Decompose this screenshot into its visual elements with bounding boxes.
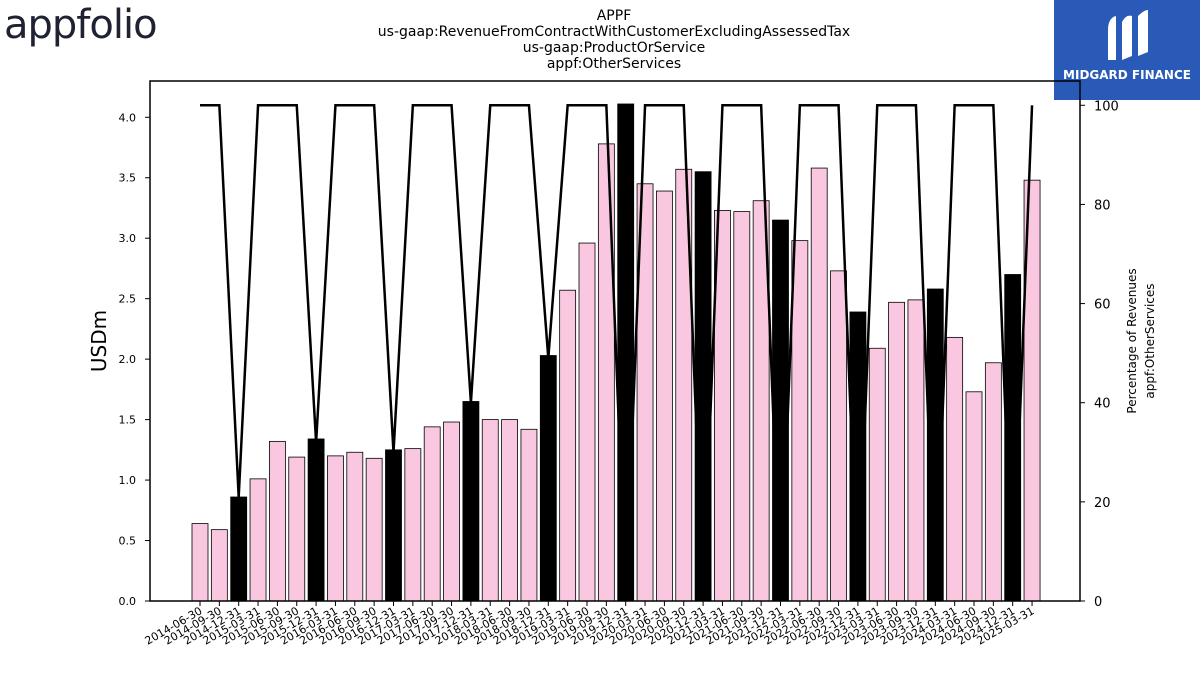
- bar-2014-06-30: [191, 523, 209, 602]
- bar-2016-03-31: [327, 455, 344, 602]
- bar-2014-09-30: [210, 529, 228, 602]
- bar-2018-12-31: [539, 355, 557, 602]
- y2-tick-label: 100: [1094, 99, 1119, 114]
- bar-2019-12-31: [617, 103, 635, 602]
- bar-2016-06-30: [346, 451, 364, 602]
- bar-group: [191, 103, 1041, 602]
- bar-2019-03-31: [559, 289, 577, 602]
- right-axis: 0 20 40 60 80 100: [1080, 99, 1119, 610]
- y2-tick-label: 20: [1094, 496, 1111, 511]
- y-tick-label: 3.5: [119, 172, 137, 185]
- y-tick-label: 1.5: [119, 414, 137, 427]
- x-axis: 2014-06-302014-09-302014-12-312015-03-31…: [143, 601, 1037, 648]
- bar-2024-06-30: [965, 391, 983, 602]
- bar-2018-06-30: [501, 419, 519, 602]
- bar-2022-03-31: [791, 240, 809, 602]
- left-axis: 0.0 0.5 1.0 1.5 2.0 2.5 3.0 3.5 4.0: [119, 111, 150, 608]
- bar-2015-03-31: [249, 478, 267, 602]
- bar-2016-09-30: [365, 457, 383, 602]
- bar-2015-06-30: [268, 440, 286, 602]
- y2-axis-label-line-1: Percentage of Revenues: [1125, 268, 1139, 413]
- y-tick-label: 0.0: [119, 595, 137, 608]
- bar-2018-09-30: [520, 428, 538, 602]
- y2-axis-label-line-2: appf:OtherServices: [1143, 283, 1157, 398]
- bar-2024-03-31: [946, 336, 964, 602]
- bar-2017-03-31: [404, 448, 422, 602]
- y-tick-label: 4.0: [119, 111, 137, 124]
- y-tick-label: 2.0: [119, 353, 137, 366]
- bar-2023-06-30: [888, 301, 905, 602]
- bar-2014-12-31: [230, 496, 248, 602]
- midgard-finance-wordmark: MIDGARD FINANCE: [1063, 68, 1191, 82]
- y2-tick-label: 0: [1094, 595, 1102, 610]
- bar-2017-12-31: [462, 401, 480, 602]
- y2-tick-label: 60: [1094, 298, 1111, 313]
- appfolio-logo: appfolio: [4, 2, 158, 48]
- percentage-line: [200, 104, 1034, 602]
- y-tick-label: 2.5: [119, 293, 137, 306]
- y-tick-label: 0.5: [119, 535, 137, 548]
- title-line-4: appf:OtherServices: [546, 56, 682, 72]
- y-tick-label: 1.0: [119, 474, 137, 487]
- bar-2021-12-31: [772, 219, 789, 602]
- bar-2019-06-30: [578, 242, 596, 602]
- bar-2016-12-31: [385, 449, 402, 602]
- bar-2015-12-31: [307, 438, 325, 602]
- bar-2020-06-30: [656, 190, 673, 602]
- midgard-finance-logo: MIDGARD FINANCE: [1054, 0, 1200, 100]
- title-line-1: APPF: [596, 8, 632, 24]
- y2-tick-label: 40: [1094, 397, 1111, 412]
- midgard-emblem-icon: [1108, 10, 1148, 61]
- plot-frame: [149, 80, 1081, 602]
- bar-2023-09-30: [907, 299, 925, 602]
- y2-tick-label: 80: [1094, 198, 1111, 213]
- bar-2019-09-30: [597, 143, 615, 602]
- bar-2021-06-30: [733, 211, 751, 602]
- y-tick-label: 3.0: [119, 232, 137, 245]
- title-line-3: us-gaap:ProductOrService: [522, 40, 706, 56]
- y-axis-label: USDm: [87, 310, 111, 372]
- title-line-2: us-gaap:RevenueFromContractWithCustomerE…: [377, 24, 851, 40]
- bar-2023-03-31: [868, 347, 886, 602]
- bar-2024-09-30: [984, 362, 1002, 602]
- bar-2018-03-31: [481, 419, 499, 602]
- line-group: [200, 104, 1034, 602]
- bar-2020-12-31: [694, 171, 712, 602]
- bar-2022-06-30: [810, 167, 828, 602]
- bar-2022-09-30: [830, 270, 847, 602]
- bar-2015-09-30: [288, 456, 306, 602]
- bar-2017-06-30: [423, 426, 441, 602]
- bar-2017-09-30: [443, 421, 460, 602]
- chart-title: APPF us-gaap:RevenueFromContractWithCust…: [364, 8, 864, 72]
